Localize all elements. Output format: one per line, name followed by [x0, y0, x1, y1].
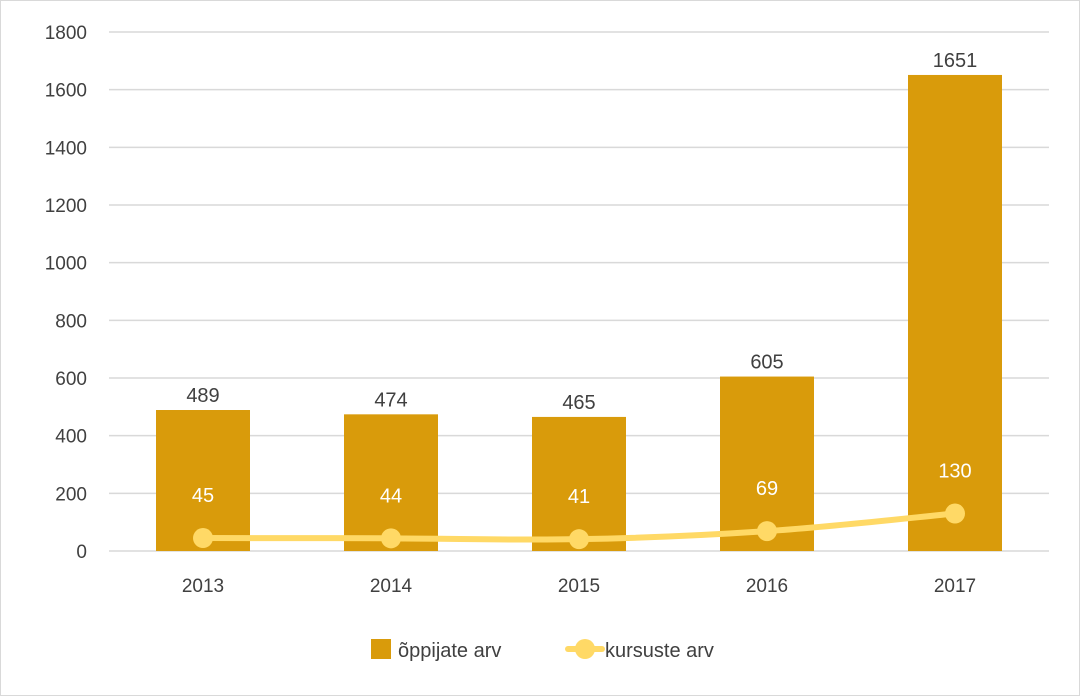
line-data-labels: 45 44 41 69 130 [192, 461, 972, 509]
x-tick-label: 2016 [746, 576, 788, 597]
bar-data-label: 489 [186, 385, 219, 407]
y-tick-label: 1800 [45, 23, 87, 44]
line-series [193, 503, 965, 550]
bar [156, 410, 250, 551]
legend-swatch-bar [371, 639, 391, 659]
y-tick-label: 200 [55, 484, 87, 505]
y-tick-label: 1400 [45, 138, 87, 159]
line-point [193, 528, 213, 549]
line-point [569, 529, 589, 550]
bar-data-label: 605 [750, 352, 783, 374]
x-axis-ticks: 2013 2014 2015 2016 2017 [182, 576, 976, 597]
x-tick-label: 2014 [370, 576, 413, 597]
legend-label-bar: õppijate arv [398, 640, 501, 662]
bar [532, 416, 626, 551]
line-data-label: 130 [938, 461, 971, 483]
legend: õppijate arv kursuste arv [371, 639, 714, 662]
legend-marker-line [575, 639, 595, 659]
line-point [757, 521, 777, 542]
bar-series [156, 74, 1002, 551]
y-tick-label: 1000 [45, 254, 87, 275]
bar-data-label: 1651 [933, 50, 978, 72]
x-tick-label: 2015 [558, 576, 600, 597]
bar-data-label: 465 [562, 392, 595, 414]
bar [344, 414, 438, 551]
legend-label-line: kursuste arv [605, 640, 714, 662]
y-tick-label: 1200 [45, 196, 87, 217]
line-data-label: 69 [756, 478, 778, 500]
bar-data-labels: 489 474 465 605 1651 [186, 50, 977, 414]
line-data-label: 44 [380, 485, 402, 507]
bar-data-label: 474 [374, 389, 407, 411]
y-tick-label: 600 [55, 369, 87, 390]
y-tick-label: 0 [76, 542, 87, 563]
x-tick-label: 2013 [182, 576, 224, 597]
y-tick-label: 400 [55, 427, 87, 448]
line-point [381, 528, 401, 549]
line-data-label: 41 [568, 486, 590, 508]
y-tick-label: 1600 [45, 81, 87, 102]
x-tick-label: 2017 [934, 576, 976, 597]
line-data-label: 45 [192, 485, 214, 507]
bar [908, 74, 1002, 551]
y-tick-label: 800 [55, 311, 87, 332]
line-point [945, 503, 965, 524]
gridlines [109, 31, 1049, 552]
y-axis-ticks: 0 200 400 600 800 1000 1200 1400 1600 1800 [45, 23, 87, 563]
